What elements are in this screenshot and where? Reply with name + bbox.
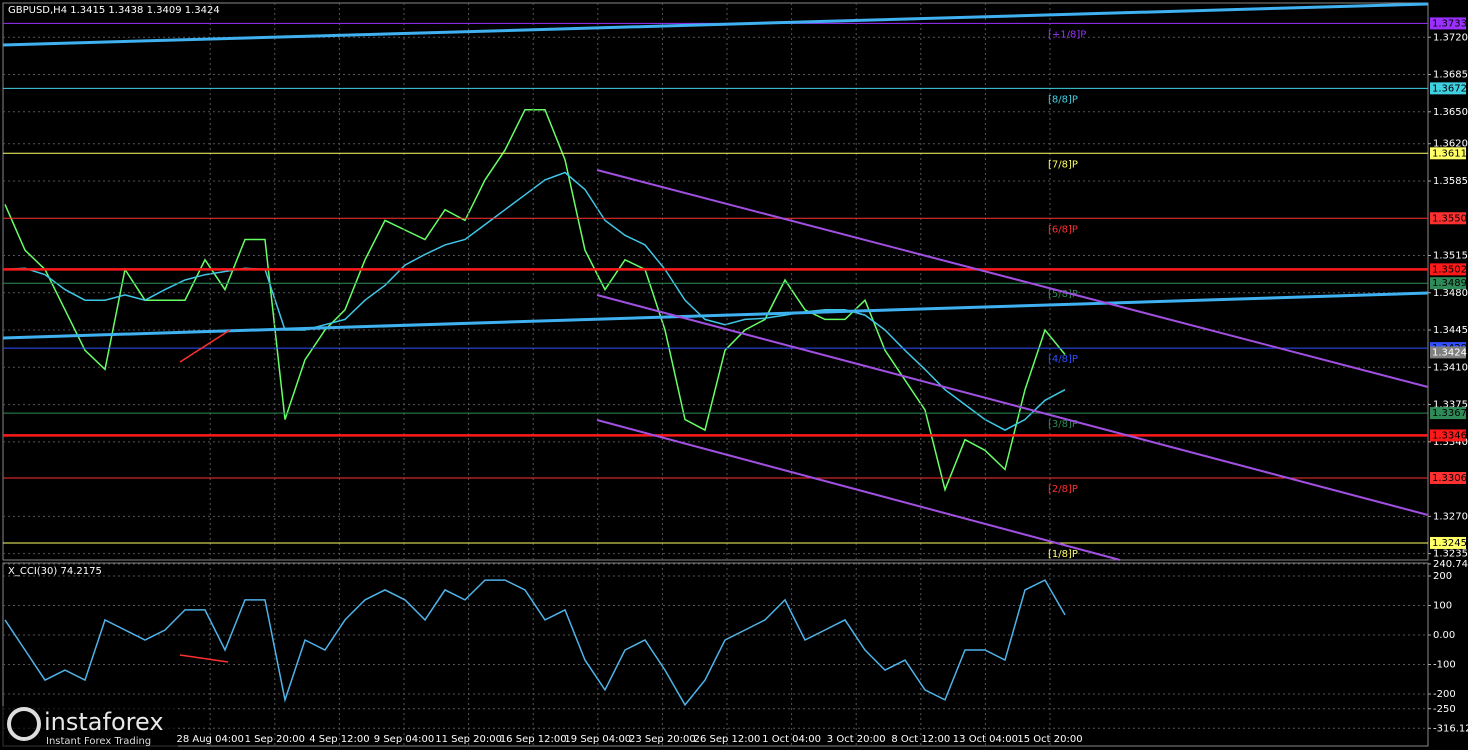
x-tick-label: 9 Sep 04:00: [374, 734, 434, 745]
y-tick-label: -316.129: [1433, 723, 1468, 734]
level-label: 1.3489: [1432, 278, 1467, 289]
y-tick-label: 1.3720: [1433, 32, 1468, 43]
y-tick-label: -100: [1433, 659, 1456, 670]
watermark-logo: [7, 707, 41, 741]
divergence-line: [179, 329, 231, 363]
level-box: [1430, 472, 1466, 485]
x-tick-label: 4 Sep 12:00: [309, 734, 369, 745]
x-tick-label: 3 Oct 20:00: [827, 734, 886, 745]
x-tick-label: 19 Sep 04:00: [564, 734, 631, 745]
y-tick-label: 1.3375: [1433, 400, 1468, 411]
y-tick-label: 0.00: [1433, 630, 1455, 641]
level-name: [5/8]P: [1048, 289, 1078, 300]
level-name: [4/8]P: [1048, 354, 1078, 365]
level-name: [8/8]P: [1048, 94, 1078, 105]
level-label: 1.3245: [1432, 538, 1467, 549]
price-label: 1.3424: [1432, 347, 1467, 358]
level-label: 1.3733: [1432, 18, 1467, 29]
series-line: [4, 579, 1066, 707]
series-line: [4, 108, 1066, 493]
cci-panel: 240.7484200 100 0.00 -100 -200 -250 -316.129: [3, 559, 1468, 746]
level-box: [1430, 212, 1466, 225]
x-tick-label: 8 Oct 12:00: [891, 734, 950, 745]
level-label: 1.3672: [1432, 83, 1467, 94]
level-box: [1430, 147, 1466, 160]
level-name: [+1/8]P: [1048, 29, 1086, 40]
y-tick-label: 1.3340: [1433, 437, 1468, 448]
trend-line: [2, 2, 1429, 47]
y-tick-label: 1.3650: [1433, 107, 1468, 118]
y-tick-label: 1.3515: [1433, 251, 1468, 262]
sr-box: [1430, 263, 1466, 276]
level-label: 1.3367: [1432, 408, 1467, 419]
y-tick-label: 1.3445: [1433, 325, 1468, 336]
cci-frame: [2, 562, 1429, 747]
level-box: [1430, 536, 1466, 549]
level-box: [1430, 277, 1466, 290]
level-box: [1430, 17, 1466, 30]
sr-label: 1.3502: [1432, 264, 1467, 275]
x-tick-label: 1 Sep 20:00: [245, 734, 305, 745]
main-frame: [2, 2, 1429, 561]
y-tick-label: -200: [1433, 689, 1456, 700]
level-box: [1430, 407, 1466, 420]
y-tick-label: 1.3235: [1433, 549, 1468, 560]
channel-line: [596, 294, 1429, 516]
level-name: [6/8]P: [1048, 224, 1078, 235]
x-tick-label: 16 Sep 12:00: [500, 734, 567, 745]
y-tick-label: 1.3685: [1433, 70, 1468, 81]
y-tick-label: 1.3620: [1433, 139, 1468, 150]
watermark: instaforex: [44, 708, 164, 736]
level-name: [1/8]P: [1048, 549, 1078, 560]
x-tick-label: 23 Sep 20:00: [629, 734, 696, 745]
sr-label: 1.3346: [1432, 430, 1467, 441]
y-tick-label: 1.3585: [1433, 176, 1468, 187]
x-tick-label: 13 Oct 04:00: [953, 734, 1018, 745]
level-label: 1.3611: [1432, 148, 1467, 159]
cci-title: X_CCI(30) 74.2175: [8, 566, 102, 577]
x-tick-label: 11 Sep 20:00: [435, 734, 502, 745]
level-name: [7/8]P: [1048, 159, 1078, 170]
y-tick-label: 240.7484: [1433, 559, 1468, 570]
channel-line: [596, 169, 1429, 388]
channel-line: [596, 419, 1121, 561]
watermark-subtitle: Instant Forex Trading: [46, 736, 151, 747]
y-tick-label: 1.3410: [1433, 362, 1468, 373]
x-tick-label: 28 Aug 04:00: [176, 734, 243, 745]
level-label: 1.3550: [1432, 213, 1467, 224]
sr-box: [1430, 429, 1466, 442]
level-label: 1.3306: [1432, 473, 1467, 484]
main-panel: 1.3720 1.3685 1.3650 1.3620 1.3585 1.3515 1.34…: [3, 3, 1468, 560]
price-box: [1430, 346, 1466, 359]
y-tick-label: -250: [1433, 704, 1456, 715]
chart-title: GBPUSD,H4 1.3415 1.3438 1.3409 1.3424: [8, 5, 220, 16]
y-tick-label: 200: [1433, 571, 1452, 582]
y-tick-label: 1.3480: [1433, 288, 1468, 299]
series-line: [4, 171, 1066, 431]
level-box: [1430, 82, 1466, 95]
level-name: [2/8]P: [1048, 484, 1078, 495]
x-tick-label: 1 Oct 04:00: [762, 734, 821, 745]
trend-line: [2, 291, 1429, 340]
level-name: [3/8]P: [1048, 419, 1078, 430]
divergence-line: [179, 654, 229, 663]
y-tick-label: 100: [1433, 600, 1452, 611]
x-tick-label: 15 Oct 20:00: [1017, 734, 1082, 745]
x-tick-label: 26 Sep 12:00: [694, 734, 761, 745]
y-tick-label: 1.3270: [1433, 511, 1468, 522]
